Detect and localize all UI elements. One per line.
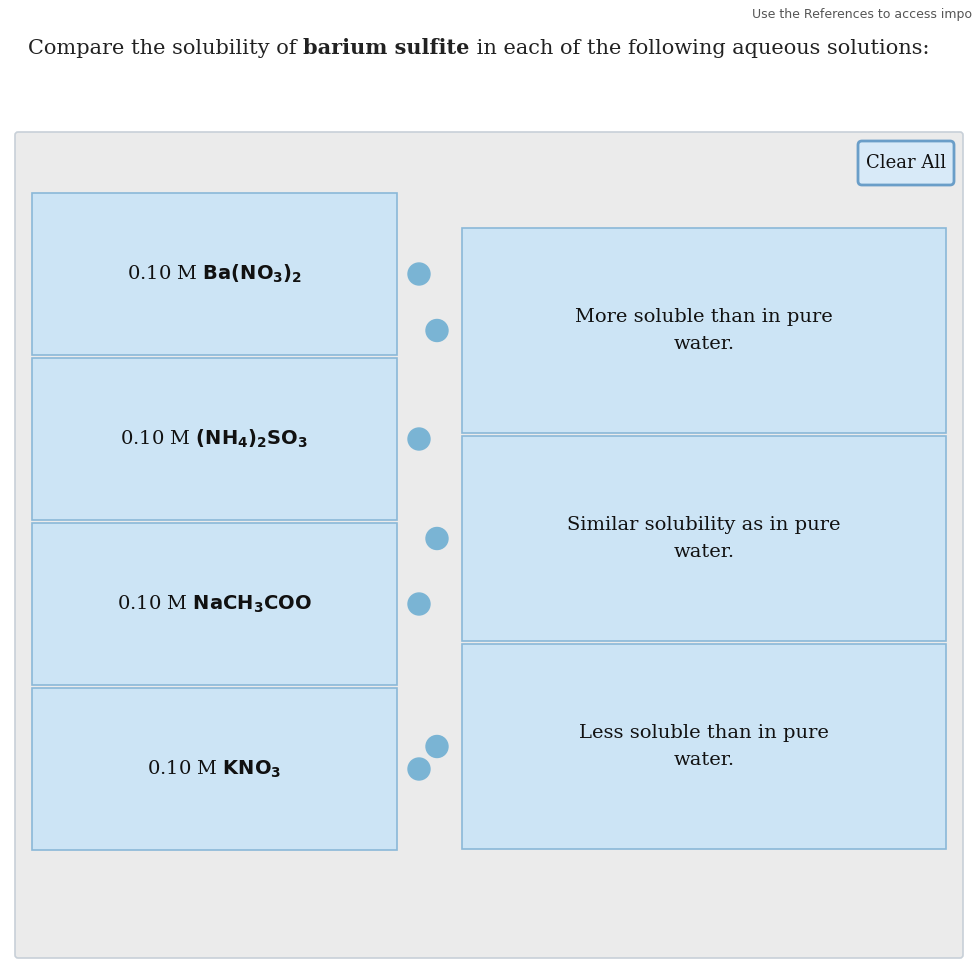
Text: Clear All: Clear All: [865, 154, 945, 172]
Text: Compare the solubility of: Compare the solubility of: [28, 39, 303, 57]
Text: Use the References to access impo: Use the References to access impo: [751, 8, 971, 21]
FancyBboxPatch shape: [857, 141, 953, 185]
FancyBboxPatch shape: [461, 228, 945, 433]
FancyBboxPatch shape: [32, 523, 397, 685]
Text: 0.10 M $\mathbf{Ba(NO_3)_2}$: 0.10 M $\mathbf{Ba(NO_3)_2}$: [127, 263, 302, 286]
Circle shape: [426, 528, 447, 550]
Circle shape: [426, 319, 447, 342]
Circle shape: [407, 263, 430, 285]
Circle shape: [407, 428, 430, 450]
Text: Less soluble than in pure
water.: Less soluble than in pure water.: [578, 724, 828, 769]
FancyBboxPatch shape: [461, 644, 945, 849]
FancyBboxPatch shape: [32, 193, 397, 355]
Text: barium sulfite: barium sulfite: [303, 38, 469, 58]
Text: More soluble than in pure
water.: More soluble than in pure water.: [574, 308, 832, 352]
Text: Similar solubility as in pure
water.: Similar solubility as in pure water.: [567, 516, 840, 560]
Circle shape: [407, 593, 430, 615]
FancyBboxPatch shape: [461, 436, 945, 641]
Text: 0.10 M $\mathbf{NaCH_3COO}$: 0.10 M $\mathbf{NaCH_3COO}$: [117, 593, 312, 615]
Circle shape: [426, 736, 447, 758]
Circle shape: [407, 758, 430, 780]
Text: 0.10 M $\mathbf{KNO_3}$: 0.10 M $\mathbf{KNO_3}$: [148, 758, 281, 779]
FancyBboxPatch shape: [32, 358, 397, 520]
Text: in each of the following aqueous solutions:: in each of the following aqueous solutio…: [469, 39, 928, 57]
FancyBboxPatch shape: [15, 132, 962, 958]
Text: 0.10 M $\mathbf{(NH_4)_2SO_3}$: 0.10 M $\mathbf{(NH_4)_2SO_3}$: [120, 428, 308, 450]
FancyBboxPatch shape: [32, 688, 397, 850]
